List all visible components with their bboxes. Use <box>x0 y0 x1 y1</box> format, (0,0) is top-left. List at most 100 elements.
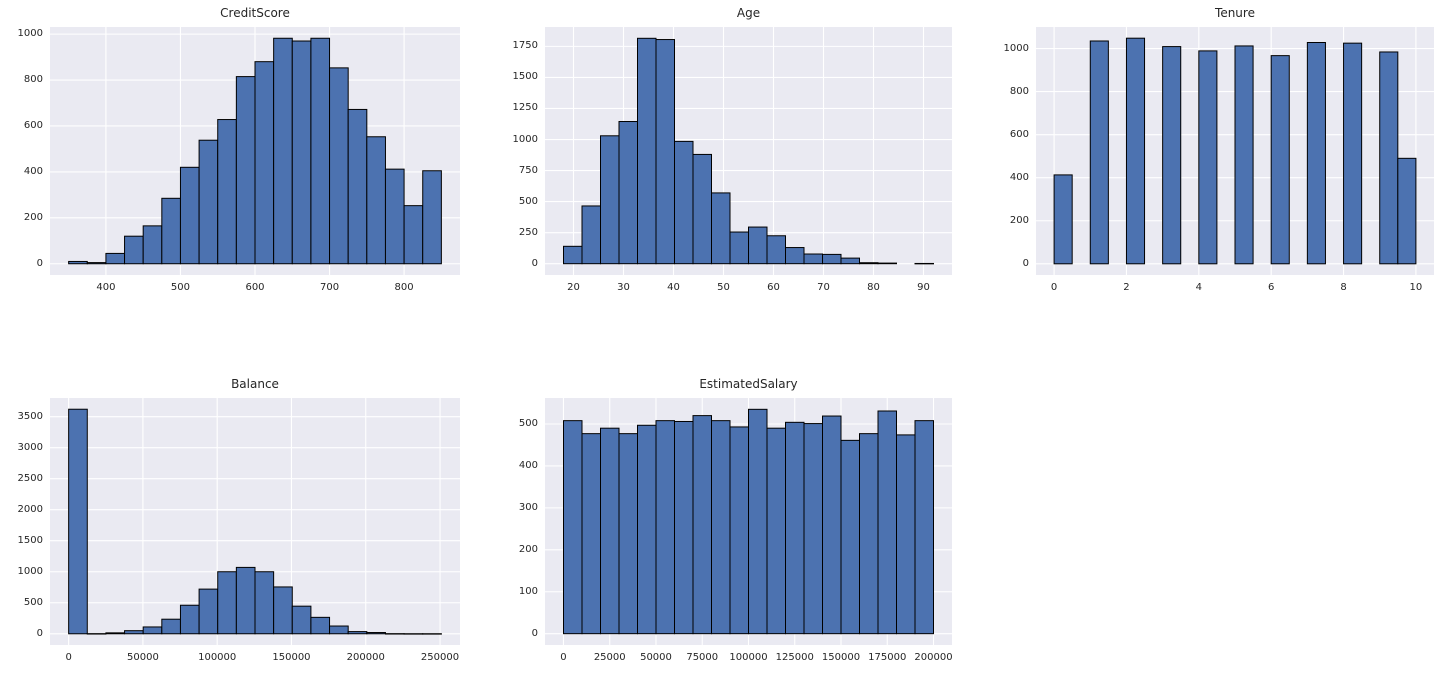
histogram-bar <box>161 197 181 265</box>
tenure-title: Tenure <box>1215 6 1255 20</box>
x-tick-label: 2 <box>1123 282 1130 293</box>
y-tick-label: 1500 <box>512 71 538 83</box>
histogram-bar <box>217 119 237 265</box>
histogram-bar <box>422 170 442 265</box>
histogram-bar <box>711 420 731 635</box>
histogram-bar <box>729 426 749 635</box>
x-tick-label: 600 <box>245 282 265 293</box>
histogram-bar <box>179 166 200 265</box>
y-tick-label: 1750 <box>512 40 538 52</box>
x-tick-label: 70 <box>817 282 830 293</box>
tenure-histogram-plot <box>1036 27 1434 275</box>
y-tick-label: 800 <box>23 74 43 86</box>
histogram-bar <box>803 423 823 635</box>
histogram-bar <box>618 433 638 635</box>
y-tick-label: 1250 <box>512 102 538 114</box>
histogram-bar <box>366 136 386 265</box>
histogram-bar <box>68 260 88 265</box>
histogram-bar <box>310 37 331 265</box>
x-tick-label: 8 <box>1340 282 1347 293</box>
x-tick-label: 175000 <box>868 652 907 663</box>
histogram-bar <box>766 235 786 265</box>
x-tick-label: 400 <box>96 282 116 293</box>
creditscore-title: CreditScore <box>220 6 290 20</box>
histogram-bar <box>1306 42 1326 265</box>
histogram-bar <box>785 247 805 265</box>
x-tick-label: 30 <box>617 282 630 293</box>
x-tick-label: 250000 <box>420 652 460 663</box>
y-tick-label: 500 <box>23 596 43 608</box>
histogram-bar <box>785 421 805 635</box>
histogram-bar <box>291 605 312 635</box>
age-histogram-panel <box>545 27 952 275</box>
y-tick-label: 1500 <box>17 534 43 546</box>
histogram-bar <box>105 252 126 265</box>
histogram-bar <box>124 235 144 265</box>
y-tick-label: 500 <box>518 418 538 429</box>
histogram-bar <box>822 253 842 265</box>
histogram-bar <box>859 433 879 635</box>
estimatedsalary-title: EstimatedSalary <box>699 377 798 391</box>
histogram-bar <box>711 192 731 265</box>
histogram-bar <box>877 262 897 265</box>
histogram-bar <box>840 257 860 265</box>
histogram-bar <box>105 632 126 635</box>
histogram-bar <box>914 420 934 635</box>
x-tick-label: 100000 <box>198 652 237 663</box>
histogram-bar <box>655 39 675 265</box>
x-tick-label: 150000 <box>272 652 311 663</box>
histogram-bar <box>877 410 897 635</box>
y-tick-label: 0 <box>36 627 43 639</box>
x-tick-label: 0 <box>560 652 567 663</box>
y-tick-label: 500 <box>518 195 538 207</box>
histogram-bar <box>840 439 860 635</box>
y-tick-label: 200 <box>1009 214 1029 226</box>
histogram-bar <box>86 262 107 265</box>
histogram-bar <box>600 135 620 265</box>
x-tick-label: 0 <box>1050 282 1058 293</box>
histogram-bar <box>637 424 657 635</box>
histogram-bar <box>198 139 219 265</box>
y-tick-label: 600 <box>1009 128 1029 140</box>
histogram-bar <box>618 121 638 265</box>
histogram-bar <box>748 408 768 635</box>
y-tick-label: 1000 <box>1003 42 1029 54</box>
y-tick-label: 400 <box>1009 171 1029 183</box>
histogram-bar <box>637 37 657 265</box>
x-tick-label: 90 <box>917 282 930 293</box>
x-tick-label: 0 <box>65 652 72 663</box>
histogram-bar <box>124 630 144 635</box>
y-tick-label: 1000 <box>512 133 538 145</box>
estimatedsalary-histogram-panel <box>545 398 952 645</box>
age-histogram-plot <box>545 27 952 275</box>
histogram-bar <box>1125 37 1146 265</box>
y-tick-label: 3000 <box>17 441 43 453</box>
histogram-bar <box>347 631 368 635</box>
histogram-bar <box>674 140 694 265</box>
histogram-bar <box>329 67 349 265</box>
x-tick-label: 800 <box>394 282 414 293</box>
y-tick-label: 3500 <box>17 410 43 422</box>
x-tick-label: 4 <box>1195 282 1202 293</box>
histogram-bar <box>347 108 368 265</box>
histogram-bar <box>1162 46 1182 265</box>
histogram-bar <box>1198 50 1218 265</box>
y-tick-label: 0 <box>36 257 43 269</box>
histogram-bar <box>403 205 424 265</box>
x-tick-label: 50000 <box>640 652 672 663</box>
y-tick-label: 100 <box>518 585 538 597</box>
x-tick-label: 80 <box>867 282 880 293</box>
x-tick-label: 200000 <box>914 652 953 663</box>
tenure-histogram-panel <box>1036 27 1434 275</box>
histogram-bar <box>563 245 583 265</box>
x-tick-label: 50 <box>717 282 730 293</box>
histogram-bar <box>896 434 916 635</box>
histogram-bar <box>1343 42 1363 265</box>
y-tick-label: 600 <box>23 119 43 131</box>
histogram-bar <box>1270 55 1290 265</box>
histogram-bar <box>859 262 879 265</box>
histogram-bar <box>581 205 601 265</box>
histogram-bar <box>68 408 88 635</box>
histogram-bar <box>254 61 275 265</box>
x-tick-label: 10 <box>1409 282 1423 293</box>
